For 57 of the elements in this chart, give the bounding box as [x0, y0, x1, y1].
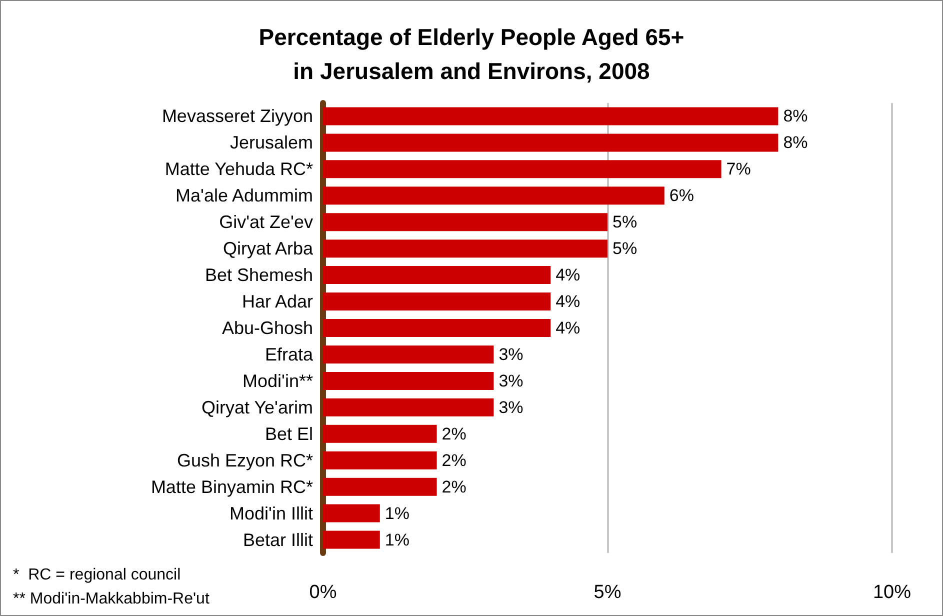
y-tick-label: Betar Illit [242, 530, 313, 550]
bar [323, 107, 778, 126]
data-label: 8% [783, 106, 808, 126]
bar [323, 160, 722, 178]
data-label: 2% [442, 477, 466, 496]
y-tick-label: Qiryat Ye'arim [202, 397, 313, 418]
y-tick-label: Giv'at Ze'ev [219, 212, 313, 232]
data-label: 3% [498, 371, 524, 390]
text: ** Modi'in-Makkabbim-Re'ut [13, 590, 210, 608]
bar [323, 398, 494, 416]
y-tick-label: Gush Ezyon RC* [176, 450, 313, 470]
x-tick-label: 10% [872, 582, 912, 603]
data-label: 3% [498, 344, 524, 364]
bar [323, 451, 437, 470]
y-tick-label: Bet Shemesh [204, 265, 313, 286]
data-label: 2% [442, 424, 466, 444]
data-label: 4% [556, 292, 580, 312]
y-tick-label: Mevasseret Ziyyon [162, 106, 313, 126]
y-tick-label: Efrata [264, 344, 314, 364]
y-tick-label: Modi'in** [242, 370, 313, 391]
bar [323, 319, 551, 337]
data-label: 2% [442, 450, 466, 470]
bar [323, 266, 551, 284]
x-tick-label: 5% [594, 582, 622, 603]
y-tick-label: Matte Binyamin RC* [150, 476, 313, 497]
data-label: 1% [384, 504, 410, 523]
data-label: 1% [384, 530, 410, 550]
data-label: 5% [612, 239, 638, 258]
y-tick-label: Qiryat Arba [222, 238, 314, 259]
y-tick-label: Jerusalem [230, 132, 313, 153]
y-tick-label: Bet El [264, 424, 313, 444]
data-label: 7% [726, 160, 751, 179]
y-tick-label: Ma'ale Adummim [176, 186, 313, 206]
bar [323, 292, 551, 311]
y-tick-label: Har Adar [242, 292, 313, 312]
data-label: 3% [498, 398, 524, 417]
chart-title: Percentage of Elderly People Aged 65+ in Jerusalem and Environs, 2008 [258, 24, 684, 84]
y-tick-label: Abu-Ghosh [222, 318, 313, 338]
x-tick-label: 0% [309, 582, 337, 603]
data-label: 5% [612, 212, 638, 232]
bar [323, 530, 380, 549]
bar [323, 345, 494, 364]
data-label: 8% [783, 133, 808, 152]
bar [323, 186, 664, 205]
data-label: 4% [556, 266, 580, 285]
data-label: 6% [669, 186, 694, 206]
bar [323, 504, 380, 522]
bar [323, 372, 494, 390]
y-tick-label: Matte Yehuda RC* [164, 159, 313, 180]
bar [323, 213, 608, 232]
data-label: 4% [556, 318, 580, 338]
bar [323, 134, 778, 152]
bar [323, 424, 437, 443]
text: * RC = regional council [13, 566, 181, 584]
y-tick-label: Modi'in Illit [230, 503, 313, 524]
bar [323, 240, 608, 258]
bar [323, 478, 437, 496]
